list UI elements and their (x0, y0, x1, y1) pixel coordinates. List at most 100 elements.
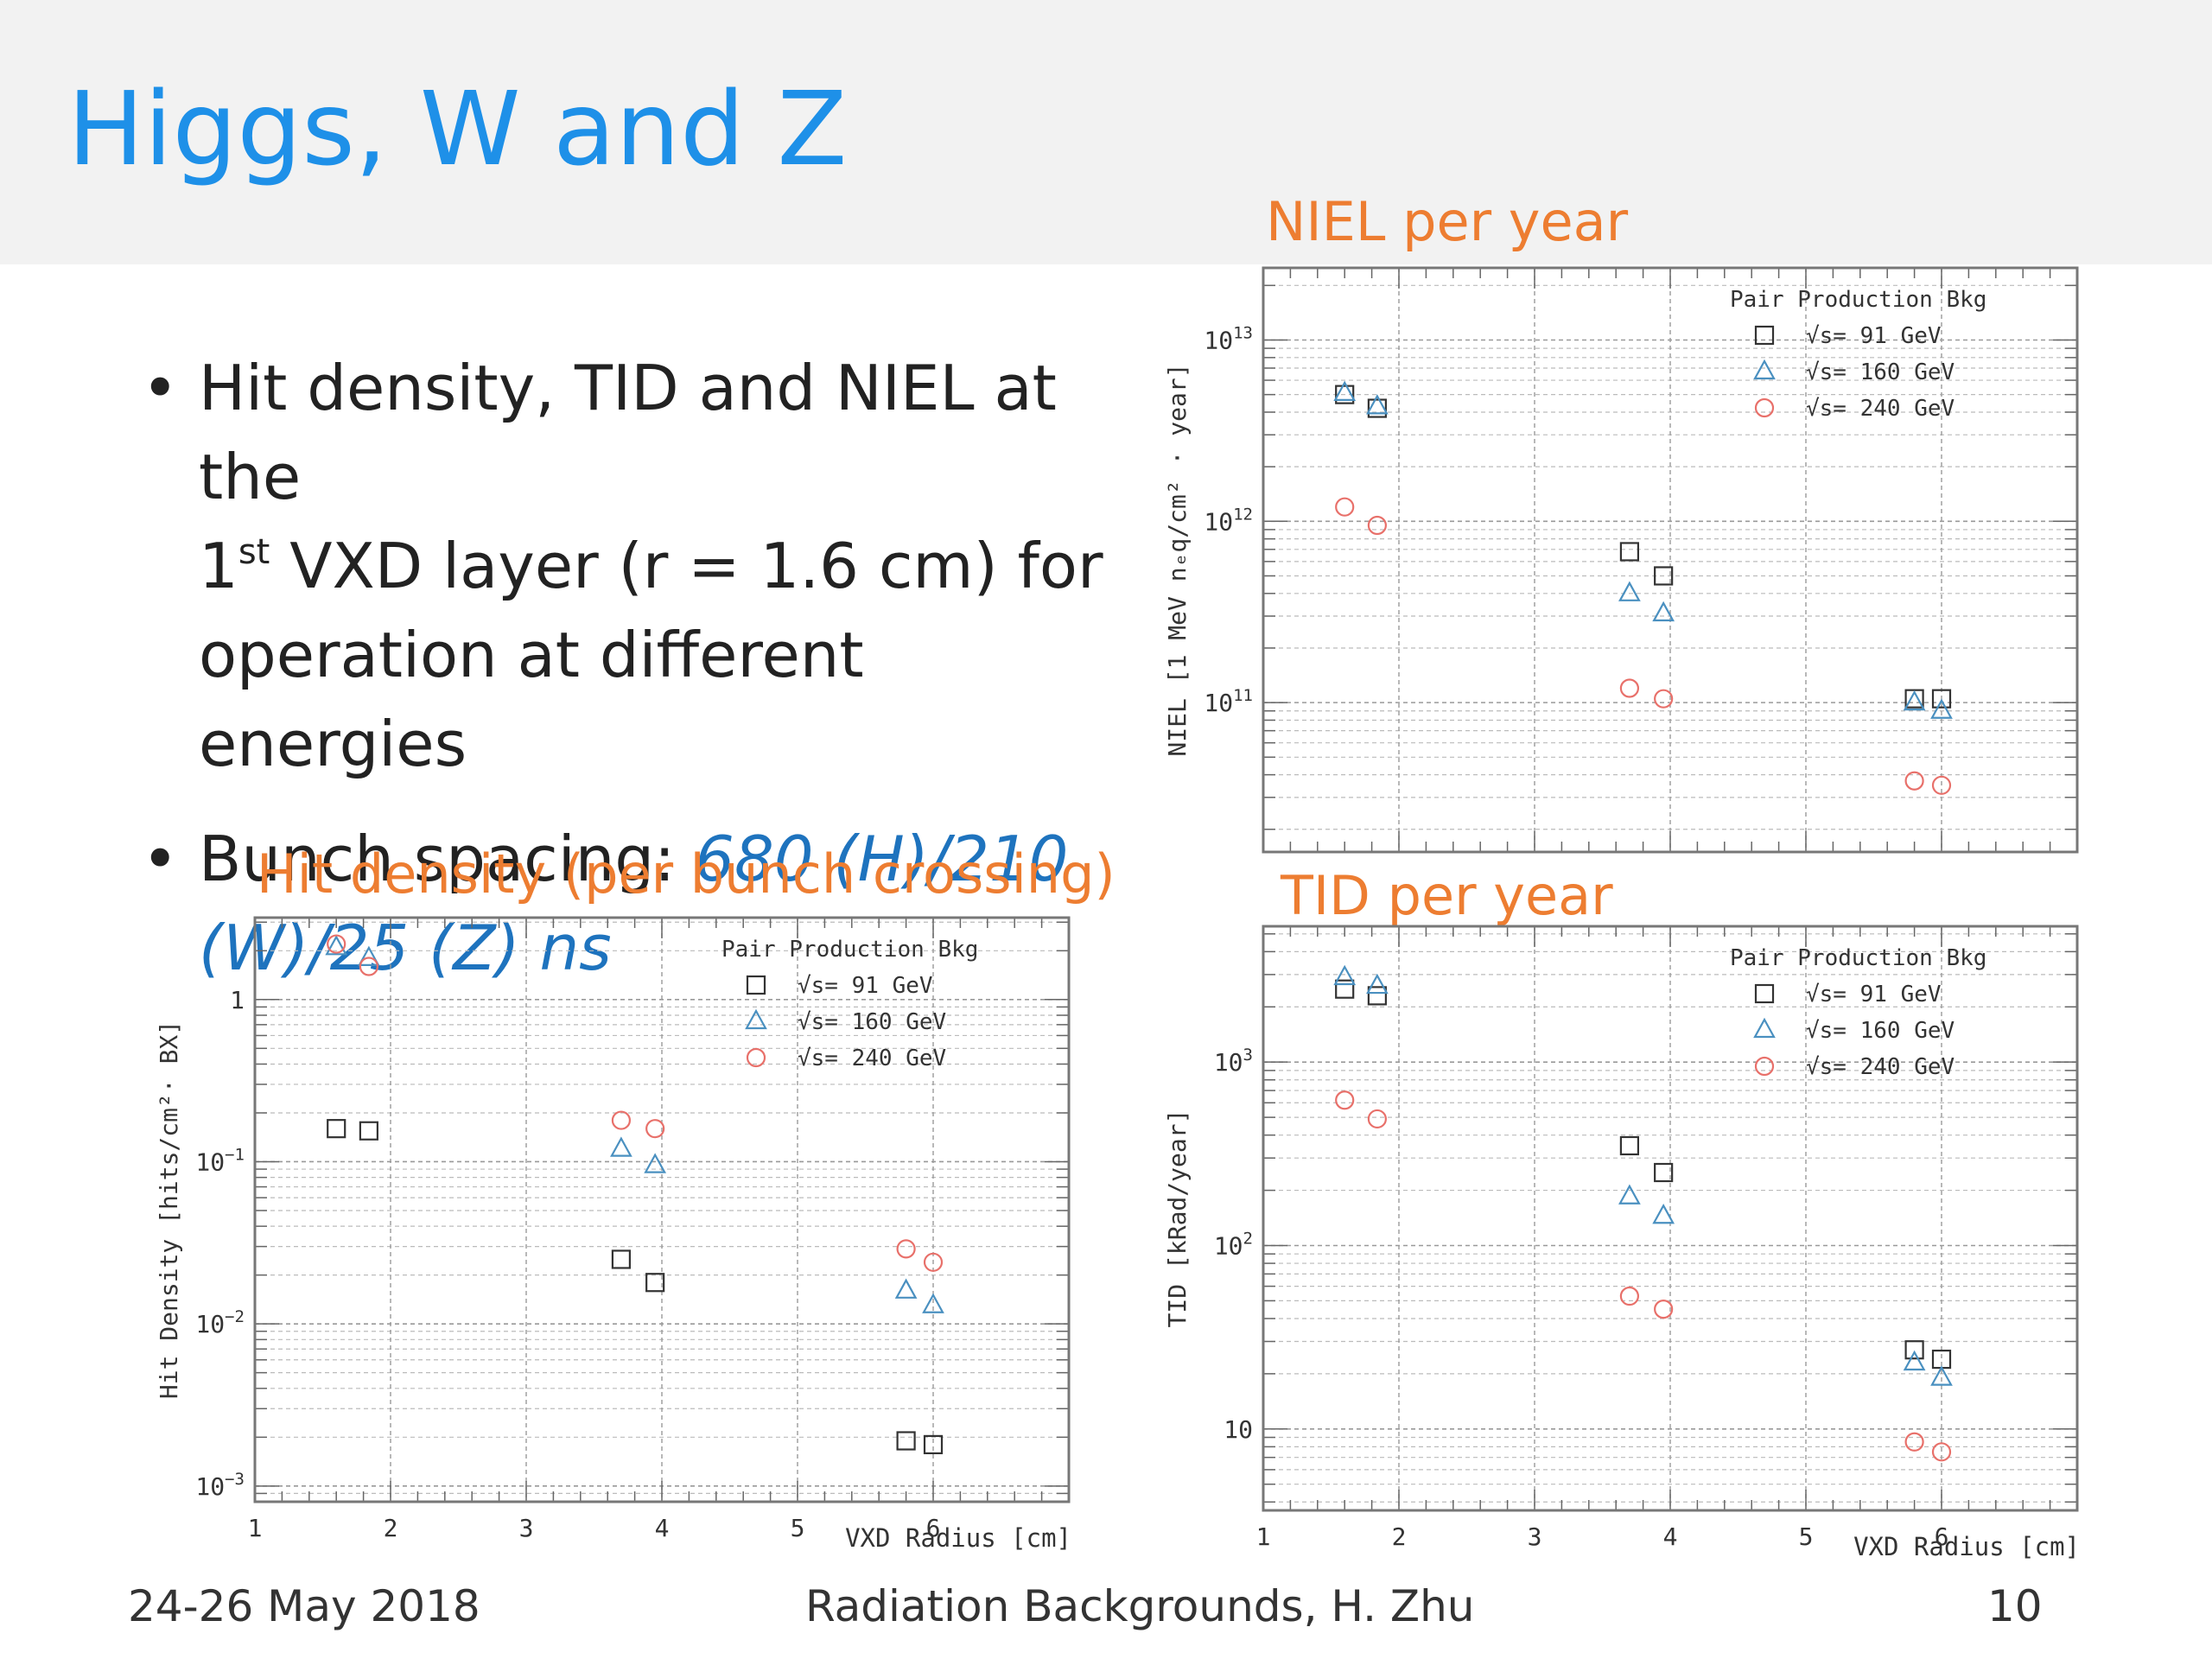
hit-series-3-point (645, 1119, 665, 1139)
niel-series-2-point (1652, 601, 1675, 622)
tid-y-axis-label: TID [kRad/year] (1163, 1109, 1192, 1328)
hit-series-3-point (923, 1252, 944, 1272)
hit-legend-marker (745, 1008, 767, 1030)
niel-chart-title: NIEL per year (1266, 190, 1629, 253)
hit-series-1-point (359, 1121, 378, 1141)
niel-series-2-point (1618, 581, 1641, 601)
niel-chart: 1013 1012 1011 NIEL [1 MeV nₑq/cm² · year] P… (1163, 266, 2079, 854)
footer-page-number: 10 (1987, 1581, 2043, 1631)
tid-series-1-point (1367, 986, 1387, 1006)
hit-series-3-point (359, 957, 378, 976)
hit-legend-marker (746, 1047, 766, 1068)
niel-series-3-point (1931, 775, 1952, 795)
tid-series-3-point (1619, 1286, 1640, 1306)
niel-legend-label: √s= 240 GeV (1806, 396, 1955, 422)
tid-legend-label: √s= 160 GeV (1806, 1018, 1955, 1044)
tid-x-axis-label: VXD Radius [cm] (1853, 1532, 2080, 1561)
tid-x-tick-label: 6 (1935, 1522, 1949, 1551)
niel-series-2-point (1333, 380, 1357, 401)
tid-series-2-point (1618, 1184, 1641, 1205)
hit-x-tick-label: 5 (791, 1514, 805, 1542)
hit-series-2-point (644, 1153, 667, 1173)
slide-title: Higgs, W and Z (67, 69, 848, 188)
tid-series-3-point (1931, 1442, 1952, 1462)
bullet-1: • Hit density, TID and NIEL at the 1st V… (138, 344, 1132, 789)
niel-series-2-point (1903, 690, 1926, 711)
hit-x-tick-label: 1 (248, 1514, 263, 1542)
niel-y-tick-label: 1013 (1204, 323, 1253, 354)
hit-series-2-point (894, 1278, 918, 1299)
hit-series-1-point (923, 1434, 944, 1455)
niel-y-axis-label: NIEL [1 MeV nₑq/cm² · year] (1163, 363, 1192, 756)
hit-legend-label: √s= 91 GeV (798, 973, 933, 999)
hit-x-axis-label: VXD Radius [cm] (845, 1523, 1071, 1553)
bullet-marker: • (142, 823, 179, 895)
tid-series-1-point (1335, 979, 1355, 999)
hit-y-tick-label: 10−1 (195, 1145, 245, 1176)
niel-series-3-point (1335, 497, 1355, 517)
hit-y-axis-label: Hit Density [hits/cm²· BX] (155, 1020, 183, 1399)
tid-series-1-point (1904, 1340, 1924, 1360)
footer-center-text: Radiation Backgrounds, H. Zhu (805, 1581, 1475, 1631)
tid-y-tick-label: 103 (1214, 1046, 1253, 1077)
bullet-1-line-1: Hit density, TID and NIEL at the (199, 352, 1057, 513)
bullet-marker: • (142, 352, 179, 424)
niel-series-2-point (1930, 698, 1953, 719)
tid-y-tick-label: 102 (1214, 1229, 1253, 1260)
footer-date: 24-26 May 2018 (128, 1581, 480, 1631)
niel-series-1-point (1654, 566, 1674, 586)
niel-series-3-point (1619, 678, 1640, 698)
niel-series-1-point (1335, 385, 1355, 404)
tid-legend-label: √s= 240 GeV (1806, 1054, 1955, 1080)
tid-y-tick-label: 10 (1224, 1415, 1253, 1444)
hit-y-tick-label: 1 (230, 986, 245, 1014)
tid-legend-label: √s= 91 GeV (1806, 982, 1942, 1007)
niel-series-3-point (1654, 689, 1674, 709)
bullet-1-line-2: VXD layer (r = 1.6 cm) for (270, 530, 1103, 602)
tid-x-tick-label: 2 (1392, 1522, 1407, 1551)
hit-series-2-point (325, 935, 348, 956)
niel-legend-marker (1754, 325, 1775, 346)
hit-y-tick-label: 10−2 (195, 1307, 245, 1338)
hit-legend-title: Pair Production Bkg (721, 937, 978, 963)
hit-x-tick-label: 4 (655, 1514, 670, 1542)
tid-series-2-point (1930, 1365, 1953, 1386)
hit-x-tick-label: 2 (384, 1514, 398, 1542)
niel-legend-label: √s= 160 GeV (1806, 359, 1955, 385)
tid-series-1-point (1619, 1135, 1640, 1156)
tid-x-tick-label: 3 (1528, 1522, 1542, 1551)
niel-series-1-point (1931, 689, 1952, 709)
niel-series-2-point (1366, 394, 1389, 415)
hit-legend-label: √s= 240 GeV (798, 1046, 946, 1071)
niel-legend-title: Pair Production Bkg (1730, 287, 1986, 313)
tid-plot-frame (1262, 925, 2079, 1512)
bullet-1-ordinal-suffix: st (238, 532, 270, 572)
tid-series-1-point (1654, 1162, 1674, 1183)
bullet-2-label: Bunch spacing: (199, 823, 696, 895)
hit-series-1-point (611, 1249, 632, 1269)
tid-x-tick-label: 1 (1256, 1522, 1271, 1551)
tid-series-3-point (1367, 1109, 1387, 1129)
niel-legend-marker (1754, 397, 1775, 418)
niel-series-1-point (1367, 398, 1387, 418)
tid-series-3-point (1654, 1300, 1674, 1319)
title-band (0, 0, 2212, 264)
tid-legend-marker (1753, 1017, 1776, 1039)
hit-x-tick-label: 3 (519, 1514, 534, 1542)
bunch-spacing-value-2: (W)/25 (Z) ns (199, 912, 612, 984)
hit-series-2-point (922, 1293, 944, 1313)
tid-legend-marker (1754, 983, 1775, 1004)
niel-y-tick-label: 1012 (1204, 505, 1253, 536)
niel-series-3-point (1367, 515, 1387, 536)
niel-series-1-point (1904, 689, 1924, 709)
tid-chart-title: TID per year (1281, 864, 1613, 927)
bullet-1-ordinal: 1 (199, 530, 238, 602)
tid-series-2-point (1333, 964, 1357, 986)
niel-series-3-point (1904, 771, 1924, 791)
niel-series-1-point (1619, 542, 1640, 562)
hit-series-2-point (610, 1136, 632, 1157)
hit-plot-frame (253, 916, 1071, 1503)
niel-legend-marker (1753, 359, 1776, 380)
